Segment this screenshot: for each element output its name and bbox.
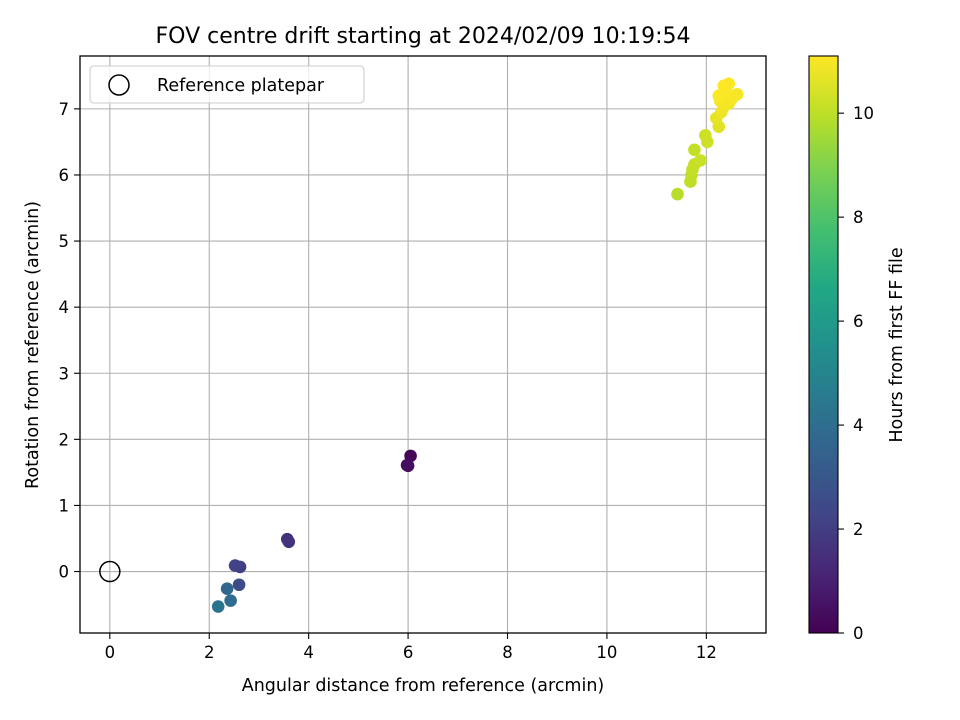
- data-point: [220, 582, 234, 596]
- y-tick-label: 5: [59, 232, 70, 251]
- y-tick-label: 6: [59, 166, 70, 185]
- reference-layer: [99, 560, 121, 583]
- y-tick-label: 4: [59, 298, 70, 317]
- colorbar: 0 2 4 6 8 10 Hours from first FF file: [808, 55, 907, 643]
- plot-frame: [79, 55, 767, 634]
- colorbar-tick-label: 4: [853, 416, 864, 435]
- x-tick-label: 6: [403, 643, 414, 662]
- data-point: [211, 600, 225, 613]
- colorbar-gradient: [809, 56, 838, 633]
- x-axis-label: Angular distance from reference (arcmin): [242, 676, 605, 696]
- grid-layer: [80, 56, 766, 633]
- colorbar-ticks: 0 2 4 6 8 10: [838, 104, 874, 643]
- data-point: [232, 578, 246, 592]
- colorbar-tick-label: 8: [853, 208, 864, 227]
- x-tick-label: 0: [105, 643, 116, 662]
- points-layer: [211, 77, 744, 613]
- y-tick-label: 3: [59, 364, 70, 383]
- reference-platepar-marker: [99, 560, 121, 583]
- data-point: [688, 143, 701, 157]
- data-point: [694, 154, 707, 167]
- y-axis-label: Rotation from reference (arcmin): [23, 201, 43, 489]
- data-point: [282, 535, 296, 549]
- colorbar-tick-label: 10: [853, 104, 874, 123]
- legend: Reference platepar: [89, 65, 365, 104]
- chart-title: FOV centre drift starting at 2024/02/09 …: [156, 24, 691, 49]
- x-tick-label: 2: [204, 643, 215, 662]
- data-point: [730, 88, 744, 101]
- y-tick-label: 0: [59, 563, 70, 582]
- colorbar-tick-label: 0: [853, 624, 864, 643]
- data-point: [699, 129, 712, 142]
- data-point: [228, 559, 242, 572]
- colorbar-tick-label: 2: [853, 520, 864, 539]
- x-tick-label: 12: [696, 643, 717, 662]
- colorbar-tick-label: 6: [853, 312, 864, 331]
- data-point: [224, 594, 237, 607]
- legend-label-reference: Reference platepar: [157, 76, 325, 96]
- y-axis-ticks: 0 1 2 3 4 5 6 7: [59, 100, 80, 582]
- colorbar-frame: [808, 55, 839, 634]
- y-tick-label: 1: [59, 496, 70, 515]
- x-axis-ticks: 0 2 4 6 8 10 12: [105, 633, 717, 662]
- x-tick-label: 8: [502, 643, 513, 662]
- y-tick-label: 7: [59, 100, 70, 119]
- x-tick-label: 10: [596, 643, 617, 662]
- legend-box: [89, 65, 365, 104]
- data-point: [671, 187, 684, 201]
- data-point: [401, 459, 415, 473]
- legend-marker-reference: [108, 74, 130, 96]
- y-tick-label: 2: [59, 430, 70, 449]
- colorbar-label: Hours from first FF file: [887, 247, 907, 442]
- data-point: [722, 77, 736, 91]
- x-tick-label: 4: [303, 643, 314, 662]
